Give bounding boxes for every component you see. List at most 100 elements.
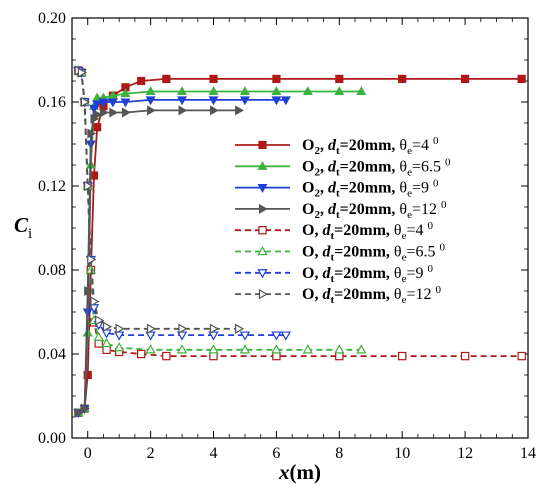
- data-point: [77, 67, 87, 78]
- y-axis-label: Ci: [14, 213, 32, 242]
- data-point: [209, 351, 218, 361]
- data-point: [84, 286, 94, 296]
- data-point: [271, 86, 282, 96]
- series-line: [77, 78, 522, 414]
- x-tick-label: 6: [272, 445, 280, 462]
- axis-labels: x(m) Ci: [14, 213, 321, 484]
- data-point: [93, 123, 102, 132]
- legend-entry-6: O, dt=20mm, θe=6.5 0: [235, 242, 446, 264]
- data-point: [145, 86, 156, 96]
- data-point: [272, 74, 281, 84]
- data-point: [398, 351, 407, 361]
- data-point: [334, 86, 345, 96]
- data-point: [239, 86, 250, 96]
- tick-labels: 0 2 4 6 8 10 12 14 0.00 0.04 0.08 0.12 0.16 0.20: [38, 10, 536, 462]
- data-point: [107, 98, 118, 108]
- data-point: [80, 96, 91, 108]
- legend-label: O, dt=20mm, θe=12 0: [302, 284, 442, 306]
- data-point: [280, 331, 292, 341]
- data-point: [121, 107, 131, 118]
- data-point: [102, 321, 113, 332]
- data-point: [235, 105, 245, 116]
- data-point: [302, 344, 314, 354]
- data-point: [271, 344, 282, 354]
- data-point: [239, 344, 251, 354]
- series-line: [77, 99, 286, 414]
- data-point: [517, 74, 526, 84]
- x-tick-label: 8: [335, 445, 343, 462]
- legend-entry-8: O, dt=20mm, θe=12 0: [235, 284, 442, 306]
- series-1: [74, 74, 526, 417]
- x-tick-label: 12: [457, 445, 473, 462]
- data-point: [162, 74, 171, 84]
- data-point: [235, 323, 245, 334]
- y-tick-label: 0.20: [38, 10, 66, 27]
- data-point: [208, 86, 219, 96]
- series-6: [73, 64, 367, 354]
- plot-area: [71, 17, 529, 439]
- series-8: [74, 65, 245, 334]
- data-point: [84, 180, 94, 192]
- data-point: [98, 98, 109, 108]
- data-point: [137, 76, 146, 86]
- data-point: [83, 370, 92, 380]
- data-point: [114, 331, 125, 341]
- data-point: [209, 74, 218, 84]
- data-point: [177, 86, 188, 96]
- legend-entry-7: O, dt=20mm, θe=9 0: [235, 263, 434, 285]
- data-point: [146, 323, 157, 334]
- data-point: [87, 254, 97, 265]
- data-point: [258, 140, 267, 150]
- data-point: [102, 345, 111, 355]
- data-point: [258, 203, 268, 214]
- data-point: [145, 344, 156, 354]
- legend-entry-1: O2, dt=20mm, θe=4 0: [235, 135, 439, 157]
- data-point: [335, 351, 344, 361]
- data-point: [136, 349, 146, 359]
- legend-entry-2: O2, dt=20mm, θe=6.5 0: [235, 156, 451, 178]
- data-point: [120, 98, 131, 108]
- data-point: [398, 74, 407, 84]
- legend-entry-3: O2, dt=20mm, θe=9 0: [235, 178, 439, 200]
- data-point: [81, 403, 90, 414]
- y-tick-label: 0.12: [38, 178, 66, 195]
- data-point: [120, 88, 131, 98]
- data-point: [87, 128, 97, 139]
- data-point: [271, 96, 282, 106]
- x-tick-label: 10: [394, 445, 410, 462]
- data-point: [176, 344, 188, 354]
- data-point: [93, 331, 104, 341]
- data-point: [74, 407, 84, 418]
- legend-label: O2, dt=20mm, θe=6.5 0: [302, 156, 451, 178]
- data-point: [99, 107, 109, 118]
- data-point: [114, 342, 125, 352]
- data-point: [92, 100, 103, 110]
- data-point: [258, 288, 269, 300]
- data-point: [93, 109, 103, 120]
- legend: O2, dt=20mm, θe=4 0O2, dt=20mm, θe=6.5 0…: [235, 135, 451, 306]
- data-point: [208, 96, 219, 106]
- data-point: [209, 105, 219, 116]
- legend-entry-5: O, dt=20mm, θe=4 0: [235, 220, 434, 242]
- data-point: [90, 296, 100, 307]
- data-point: [109, 107, 119, 118]
- data-point: [257, 160, 268, 170]
- data-point: [209, 323, 220, 334]
- data-point: [176, 331, 188, 341]
- data-point: [101, 337, 112, 348]
- data-point: [162, 351, 171, 361]
- series-line: [77, 109, 239, 414]
- data-point: [257, 269, 268, 279]
- data-point: [272, 351, 281, 361]
- data-point: [239, 331, 251, 341]
- data-point: [334, 344, 345, 354]
- data-point: [177, 96, 188, 106]
- data-point: [147, 105, 156, 116]
- axis-ticks: [71, 17, 529, 439]
- data-point: [145, 331, 156, 341]
- legend-label: O2, dt=20mm, θe=12 0: [302, 199, 447, 221]
- series-4: [74, 105, 245, 418]
- data-point: [280, 96, 291, 106]
- legend-label: O2, dt=20mm, θe=4 0: [302, 135, 439, 157]
